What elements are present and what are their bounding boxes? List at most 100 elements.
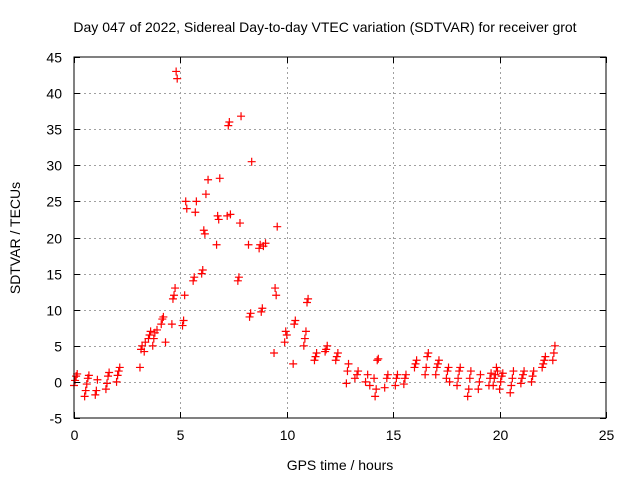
data-point <box>412 356 421 365</box>
data-point <box>383 370 392 379</box>
data-point <box>244 240 253 249</box>
data-point <box>489 381 498 390</box>
data-point <box>333 349 342 358</box>
data-point <box>548 356 557 365</box>
data-point <box>257 307 266 316</box>
data-point <box>105 368 114 377</box>
data-point <box>344 359 353 368</box>
data-point <box>487 369 496 378</box>
y-tick-label: 25 <box>46 194 62 210</box>
data-point <box>214 215 223 224</box>
data-point <box>93 375 102 384</box>
data-point <box>170 291 179 300</box>
data-point <box>496 377 505 386</box>
data-point <box>491 370 500 379</box>
data-point <box>80 392 89 401</box>
data-point <box>189 276 198 285</box>
data-point <box>392 374 401 383</box>
data-point <box>198 265 207 274</box>
data-point <box>393 370 402 379</box>
data-point <box>444 363 453 372</box>
data-point <box>492 363 501 372</box>
data-point <box>270 349 279 358</box>
data-point <box>149 334 158 343</box>
data-point <box>234 273 243 282</box>
data-point <box>506 388 515 397</box>
data-point <box>197 269 206 278</box>
data-point <box>261 239 270 248</box>
x-tick-label: 0 <box>71 427 79 443</box>
data-point <box>152 325 161 334</box>
data-point <box>101 385 110 394</box>
y-tick-label: 40 <box>46 86 62 102</box>
data-point <box>422 363 431 372</box>
data-point <box>290 320 299 329</box>
data-point <box>371 392 380 401</box>
data-point <box>453 381 462 390</box>
data-point <box>245 312 254 321</box>
data-point <box>304 294 313 303</box>
data-point <box>291 316 300 325</box>
data-point <box>158 315 167 324</box>
x-tick-label: 20 <box>493 427 509 443</box>
y-tick-label: 30 <box>46 158 62 174</box>
data-point <box>541 352 550 361</box>
data-point <box>464 385 473 394</box>
data-point <box>432 363 441 372</box>
data-point <box>246 309 255 318</box>
data-point <box>382 374 391 383</box>
data-point <box>271 284 280 293</box>
data-point <box>401 370 410 379</box>
data-point <box>374 354 383 363</box>
data-point <box>516 379 525 388</box>
data-point <box>140 347 149 356</box>
data-point <box>474 385 483 394</box>
data-point <box>323 341 332 350</box>
data-point <box>350 374 359 383</box>
data-point <box>372 385 381 394</box>
data-point <box>181 197 190 206</box>
data-point <box>399 380 408 389</box>
data-point <box>373 356 382 365</box>
x-tick-label: 15 <box>386 427 402 443</box>
data-point <box>73 369 82 378</box>
data-point <box>299 341 308 350</box>
data-point <box>191 208 200 217</box>
data-point <box>303 298 312 307</box>
data-point <box>104 372 113 381</box>
data-point <box>445 377 454 386</box>
data-point <box>84 371 93 380</box>
data-point <box>400 374 409 383</box>
data-point <box>519 370 528 379</box>
y-tick-label: 35 <box>46 122 62 138</box>
data-point <box>213 211 222 220</box>
data-point <box>258 304 267 313</box>
data-point <box>423 352 432 361</box>
data-point <box>354 367 363 376</box>
data-point <box>92 386 101 395</box>
data-point <box>529 367 538 376</box>
data-point <box>538 363 547 372</box>
y-axis-label: SDTVAR / TECUs <box>7 182 23 294</box>
y-tick-label: 20 <box>46 231 62 247</box>
data-point <box>410 363 419 372</box>
data-point <box>167 320 176 329</box>
data-point <box>282 330 291 339</box>
data-point <box>549 349 558 358</box>
data-point <box>114 367 123 376</box>
data-point <box>321 347 330 356</box>
data-point <box>517 374 526 383</box>
data-point <box>463 392 472 401</box>
data-point <box>310 356 319 365</box>
data-point <box>200 229 209 238</box>
data-point <box>540 356 549 365</box>
x-tick-label: 25 <box>599 427 615 443</box>
data-point <box>300 334 309 343</box>
data-point <box>493 367 502 376</box>
y-tick-label: 0 <box>54 375 62 391</box>
data-point <box>224 121 233 130</box>
data-point <box>475 377 484 386</box>
data-point <box>550 341 559 350</box>
